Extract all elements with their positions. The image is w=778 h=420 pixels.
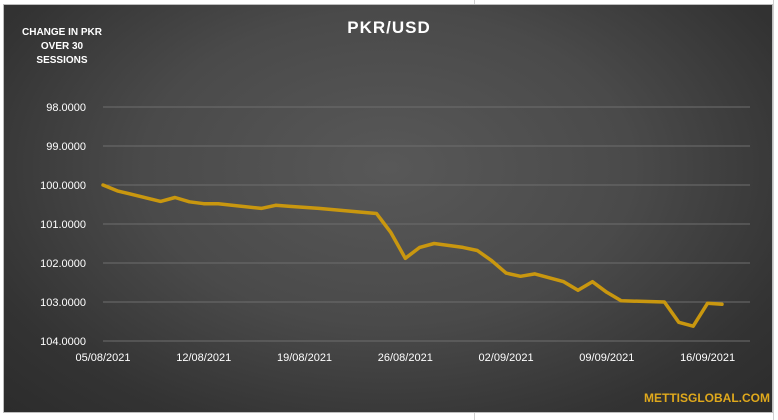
data-point [159,199,163,203]
data-point [101,183,105,187]
data-point [518,274,522,278]
grid-lines [103,106,750,342]
data-point [202,202,206,206]
data-point [274,203,278,207]
x-tick-label: 12/08/2021 [176,352,231,364]
data-point [619,299,623,303]
data-point [533,272,537,276]
data-point [115,189,119,193]
data-point [576,288,580,292]
chart-area [3,4,773,413]
data-point [605,290,609,294]
data-point [418,245,422,249]
series-layer [101,183,724,328]
x-tick-label: 16/09/2021 [680,352,735,364]
data-point [432,242,436,245]
data-point [288,204,292,208]
data-point [475,249,479,253]
data-point [389,231,393,235]
y-tick-label: 102.0000 [40,258,86,270]
chart-title: PKR/USD [347,18,431,37]
data-point [259,206,263,210]
data-point [375,211,379,215]
data-point [173,195,177,199]
data-point [490,259,494,263]
data-point [677,320,681,324]
y-tick-label: 98.0000 [46,102,86,114]
y-axis-title: CHANGE IN PKR OVER 30 SESSIONS [22,27,103,66]
y-tick-label: 101.0000 [40,219,86,231]
data-point [360,210,364,214]
y-tick-label: 100.0000 [40,180,86,192]
data-point [706,301,710,305]
series-line [101,183,724,328]
y-tick-labels: 98.0000 99.0000 100.0000 101.0000 102.0000 10… [40,102,86,348]
x-tick-label: 02/09/2021 [479,352,534,364]
x-tick-label: 19/08/2021 [277,352,332,364]
data-point [720,302,724,306]
x-tick-labels: 05/08/2021 12/08/2021 19/08/2021 26/08/2021… [75,352,735,364]
y-tick-label: 104.0000 [40,336,86,348]
data-point [691,324,695,328]
data-point [187,200,191,204]
data-point [461,245,465,249]
x-tick-label: 26/08/2021 [378,352,433,364]
data-point [504,271,508,275]
data-point [662,300,666,304]
sheet-gridline [773,0,774,420]
y-tick-label: 103.0000 [40,297,86,309]
data-point [317,206,321,210]
data-point [403,256,407,260]
data-point [562,280,566,284]
x-tick-label: 05/08/2021 [75,352,130,364]
brand-watermark: METTISGLOBAL.COM [644,391,770,405]
data-point [216,202,220,206]
data-point [590,280,594,284]
x-tick-label: 09/09/2021 [579,352,634,364]
y-tick-label: 99.0000 [46,141,86,153]
